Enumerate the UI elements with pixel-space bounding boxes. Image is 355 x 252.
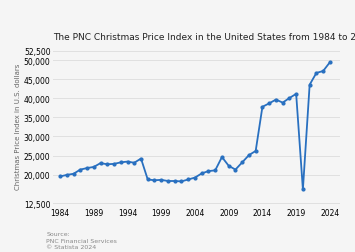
Text: Source:
PNC Financial Services
© Statista 2024: Source: PNC Financial Services © Statist… [46,231,117,249]
Y-axis label: Christmas Price Index in U.S. dollars: Christmas Price Index in U.S. dollars [15,64,21,190]
Text: The PNC Christmas Price Index in the United States from 1984 to 2024 (in U.S. do: The PNC Christmas Price Index in the Uni… [53,33,355,42]
